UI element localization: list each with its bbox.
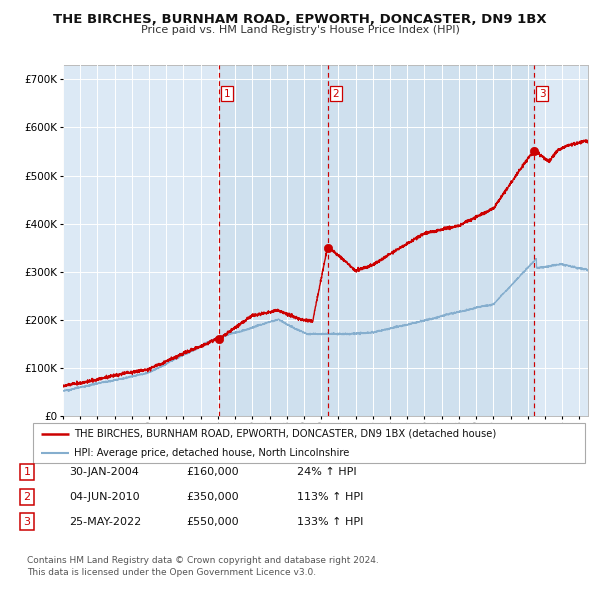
Text: THE BIRCHES, BURNHAM ROAD, EPWORTH, DONCASTER, DN9 1BX: THE BIRCHES, BURNHAM ROAD, EPWORTH, DONC… bbox=[53, 13, 547, 26]
Text: 3: 3 bbox=[539, 88, 545, 99]
Text: This data is licensed under the Open Government Licence v3.0.: This data is licensed under the Open Gov… bbox=[27, 568, 316, 577]
Text: THE BIRCHES, BURNHAM ROAD, EPWORTH, DONCASTER, DN9 1BX (detached house): THE BIRCHES, BURNHAM ROAD, EPWORTH, DONC… bbox=[74, 429, 497, 439]
Text: £550,000: £550,000 bbox=[186, 517, 239, 526]
Text: 04-JUN-2010: 04-JUN-2010 bbox=[69, 492, 140, 502]
Text: 2: 2 bbox=[333, 88, 340, 99]
Text: 30-JAN-2004: 30-JAN-2004 bbox=[69, 467, 139, 477]
Text: 3: 3 bbox=[23, 517, 31, 526]
Bar bbox=[219, 65, 328, 416]
Text: £160,000: £160,000 bbox=[186, 467, 239, 477]
Text: 24% ↑ HPI: 24% ↑ HPI bbox=[297, 467, 356, 477]
Bar bbox=[328, 65, 535, 416]
Text: Price paid vs. HM Land Registry's House Price Index (HPI): Price paid vs. HM Land Registry's House … bbox=[140, 25, 460, 35]
Text: 113% ↑ HPI: 113% ↑ HPI bbox=[297, 492, 364, 502]
FancyBboxPatch shape bbox=[33, 423, 585, 463]
Text: 1: 1 bbox=[23, 467, 31, 477]
Text: 133% ↑ HPI: 133% ↑ HPI bbox=[297, 517, 364, 526]
Text: 2: 2 bbox=[23, 492, 31, 502]
Text: 25-MAY-2022: 25-MAY-2022 bbox=[69, 517, 141, 526]
Text: £350,000: £350,000 bbox=[186, 492, 239, 502]
Text: 1: 1 bbox=[224, 88, 230, 99]
Text: HPI: Average price, detached house, North Lincolnshire: HPI: Average price, detached house, Nort… bbox=[74, 448, 350, 458]
Text: Contains HM Land Registry data © Crown copyright and database right 2024.: Contains HM Land Registry data © Crown c… bbox=[27, 556, 379, 565]
